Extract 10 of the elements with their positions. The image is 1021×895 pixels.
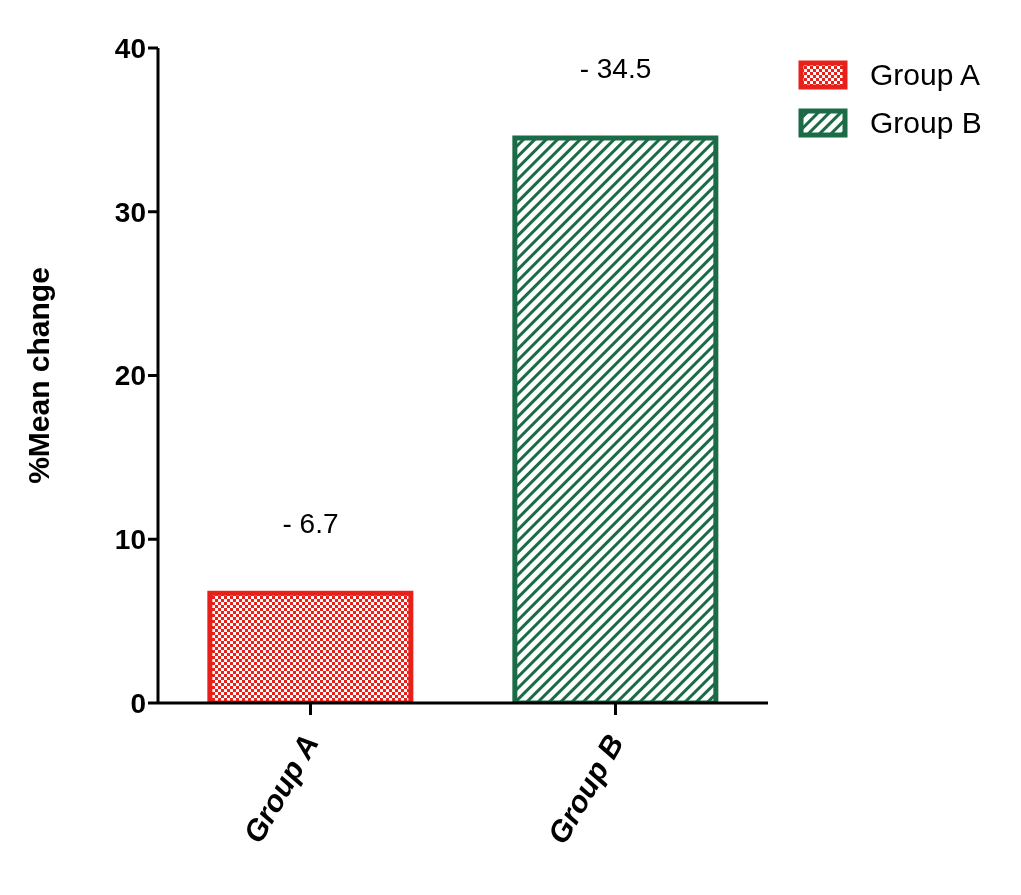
y-tick-label: 20 xyxy=(114,360,146,392)
annotation: - 6.7 xyxy=(282,507,339,539)
legend-label: Group A xyxy=(870,58,981,92)
y-tick-label: 0 xyxy=(130,687,146,719)
annotation: - 34.5 xyxy=(579,52,652,84)
y-tick-label: 10 xyxy=(114,524,146,556)
y-tick-label: 30 xyxy=(114,196,146,228)
y-axis-title: %Mean change xyxy=(21,267,55,484)
legend-label: Group B xyxy=(870,106,982,140)
y-tick-label: 40 xyxy=(114,32,146,64)
